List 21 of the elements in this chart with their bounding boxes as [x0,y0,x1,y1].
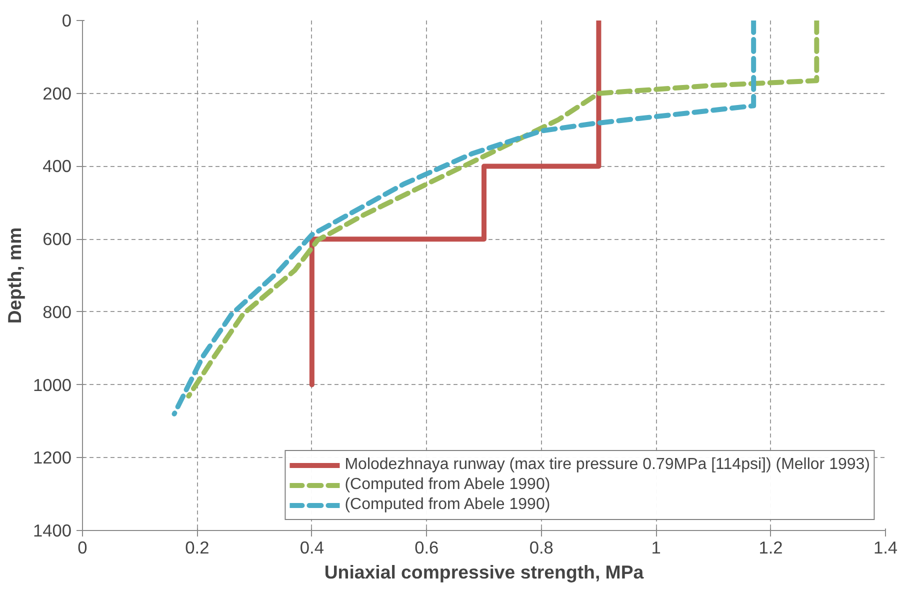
x-tick-label: 0.6 [414,538,439,558]
y-tick-label: 400 [42,156,72,176]
y-tick-label: 800 [42,302,72,322]
y-tick-label: 1000 [32,374,72,395]
y-tick-label: 1200 [32,448,72,468]
x-tick-label: 1.2 [758,538,783,558]
legend-label: (Computed from Abele 1990) [344,496,550,514]
x-tick-label: 0.8 [529,538,554,558]
y-tick-label: 600 [42,229,72,250]
x-tick-label: 1.4 [873,538,898,558]
y-tick-label: 0 [62,10,72,30]
x-tick-label: 0.2 [185,538,210,558]
x-tick-label: 0 [78,538,88,558]
x-tick-label: 0.4 [300,538,324,558]
legend-label: (Computed from Abele 1990) [344,476,550,494]
y-tick-label: 200 [42,83,72,104]
x-axis-title: Uniaxial compressive strength, MPa [324,562,644,582]
y-tick-label: 1400 [32,520,72,540]
legend-label: Molodezhnaya runway (max tire pressure 0.79MPa [114psi]) (Mellor 1993) [344,456,870,474]
x-tick-label: 1 [651,538,661,558]
y-axis-title: Depth, mm [4,227,25,324]
